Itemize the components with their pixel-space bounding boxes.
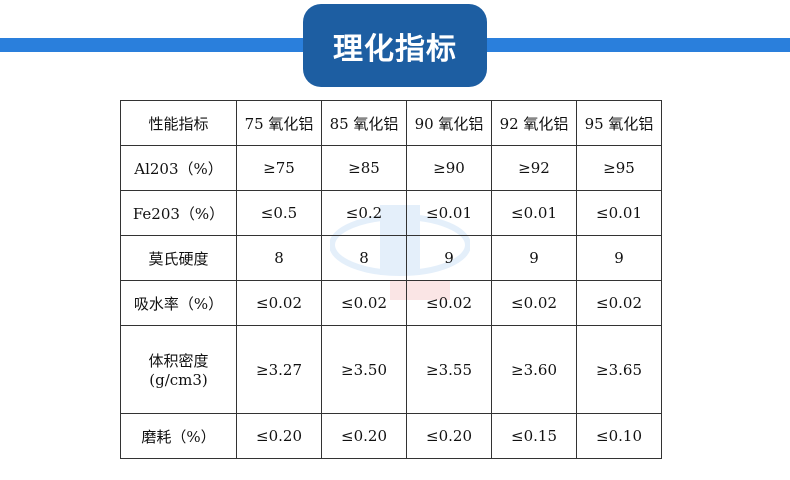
table-cell: ≤0.20 (236, 413, 322, 459)
table-cell: 92 氧化铝 (491, 100, 577, 146)
table-cell: 8 (236, 235, 322, 281)
row-label: 性能指标 (120, 100, 237, 146)
table-cell: ≤0.15 (491, 413, 577, 459)
table-row: 吸水率（%） ≤0.02 ≤0.02 ≤0.02 ≤0.02 ≤0.02 (120, 280, 662, 326)
table-cell: ≥3.55 (406, 325, 492, 414)
table-cell: 95 氧化铝 (576, 100, 662, 146)
table-cell: ≤0.01 (406, 190, 492, 236)
table-cell: ≥92 (491, 145, 577, 191)
table-cell: ≥3.50 (321, 325, 407, 414)
table-cell: ≥3.65 (576, 325, 662, 414)
row-label: 吸水率（%） (120, 280, 237, 326)
table-cell: ≤0.02 (576, 280, 662, 326)
row-label: Al203（%） (120, 145, 237, 191)
table-cell: 8 (321, 235, 407, 281)
table-cell: ≤0.02 (236, 280, 322, 326)
table-row: 莫氏硬度 8 8 9 9 9 (120, 235, 662, 281)
table-cell: 90 氧化铝 (406, 100, 492, 146)
row-label: Fe203（%） (120, 190, 237, 236)
table-cell: ≤0.01 (491, 190, 577, 236)
table-row: Fe203（%） ≤0.5 ≤0.2 ≤0.01 ≤0.01 ≤0.01 (120, 190, 662, 236)
table-cell: ≤0.02 (491, 280, 577, 326)
table-row: 体积密度(g/cm3) ≥3.27 ≥3.50 ≥3.55 ≥3.60 ≥3.65 (120, 325, 662, 414)
table-cell: ≤0.2 (321, 190, 407, 236)
table-cell: ≤0.5 (236, 190, 322, 236)
table-cell: ≤0.01 (576, 190, 662, 236)
table-cell: 9 (491, 235, 577, 281)
table-row: 磨耗（%） ≤0.20 ≤0.20 ≤0.20 ≤0.15 ≤0.10 (120, 413, 662, 459)
row-label: 磨耗（%） (120, 413, 237, 459)
row-label: 体积密度(g/cm3) (120, 325, 237, 414)
specs-table: 性能指标 75 氧化铝 85 氧化铝 90 氧化铝 92 氧化铝 95 氧化铝 Al203（… (120, 100, 662, 459)
table-cell: ≤0.02 (321, 280, 407, 326)
table-cell: ≤0.10 (576, 413, 662, 459)
table-cell: ≥3.60 (491, 325, 577, 414)
table-cell: 85 氧化铝 (321, 100, 407, 146)
table-cell: ≥95 (576, 145, 662, 191)
table-cell: 9 (576, 235, 662, 281)
table-header-row: 性能指标 75 氧化铝 85 氧化铝 90 氧化铝 92 氧化铝 95 氧化铝 (120, 100, 662, 146)
table-cell: ≤0.20 (406, 413, 492, 459)
row-label: 莫氏硬度 (120, 235, 237, 281)
table-cell: 9 (406, 235, 492, 281)
section-title: 理化指标 (333, 31, 457, 67)
table-row: Al203（%） ≥75 ≥85 ≥90 ≥92 ≥95 (120, 145, 662, 191)
section-title-badge: 理化指标 (303, 4, 487, 87)
table-cell: 75 氧化铝 (236, 100, 322, 146)
table-cell: ≥90 (406, 145, 492, 191)
table-cell: ≥3.27 (236, 325, 322, 414)
table-cell: ≥75 (236, 145, 322, 191)
table-cell: ≤0.20 (321, 413, 407, 459)
table-cell: ≤0.02 (406, 280, 492, 326)
table-cell: ≥85 (321, 145, 407, 191)
